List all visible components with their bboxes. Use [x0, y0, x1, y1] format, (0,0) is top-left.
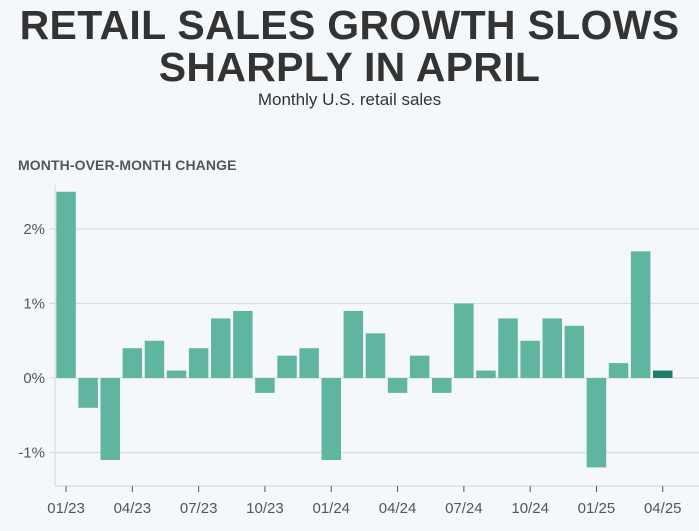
chart-title-line-2: SHARPLY IN APRIL — [158, 44, 541, 90]
bar-06-23 — [166, 370, 187, 378]
bar-10-23 — [255, 378, 275, 393]
bar-07-24 — [454, 303, 474, 378]
bar-06-24 — [432, 378, 452, 393]
bar-12-24 — [564, 325, 585, 378]
x-tick-label: 07/24 — [445, 500, 483, 517]
x-tick-label: 04/23 — [114, 500, 152, 517]
x-tick-label: 01/24 — [312, 500, 350, 517]
bar-12-23 — [299, 348, 319, 378]
bar-03-25 — [630, 251, 651, 378]
bar-01-24 — [321, 378, 341, 460]
chart-title-line-1: RETAIL SALES GROWTH SLOWS — [19, 2, 680, 48]
bar-10-24 — [520, 340, 540, 378]
bar-04-25 — [653, 370, 673, 378]
x-tick-label: 10/24 — [511, 500, 549, 517]
x-tick-label: 04/24 — [379, 500, 417, 517]
y-tick-label: 0% — [23, 370, 45, 387]
x-tick-label: 04/25 — [644, 500, 682, 517]
bar-03-23 — [100, 378, 120, 460]
bar-08-23 — [211, 318, 231, 378]
bar-07-23 — [188, 348, 209, 378]
bar-11-23 — [277, 355, 297, 378]
y-tick-label: -1% — [18, 445, 45, 462]
bar-04-23 — [122, 348, 143, 378]
bar-11-24 — [542, 318, 562, 378]
x-tick-label: 07/23 — [180, 500, 218, 517]
y-tick-label: 1% — [23, 296, 45, 313]
x-tick-label: 01/25 — [578, 500, 616, 517]
bar-08-24 — [476, 370, 496, 378]
x-tick-label: 10/23 — [246, 500, 284, 517]
y-tick-label: 2% — [23, 221, 45, 238]
bar-05-23 — [144, 340, 165, 378]
chart-subtitle: Monthly U.S. retail sales — [257, 90, 442, 109]
bar-02-24 — [343, 310, 364, 378]
bar-09-23 — [233, 310, 253, 378]
bar-01-23 — [56, 191, 76, 378]
bar-05-24 — [409, 355, 430, 378]
x-tick-label: 01/23 — [47, 500, 85, 517]
bar-02-25 — [608, 363, 629, 378]
y-axis-section-label: MONTH-OVER-MONTH CHANGE — [18, 157, 237, 173]
bar-09-24 — [498, 318, 518, 378]
chart-title: RETAIL SALES GROWTH SLOWS SHARPLY IN APR… — [0, 4, 699, 88]
bar-01-25 — [586, 378, 607, 468]
bar-03-24 — [365, 333, 386, 378]
bar-02-23 — [78, 378, 98, 408]
bar-04-24 — [387, 378, 408, 393]
